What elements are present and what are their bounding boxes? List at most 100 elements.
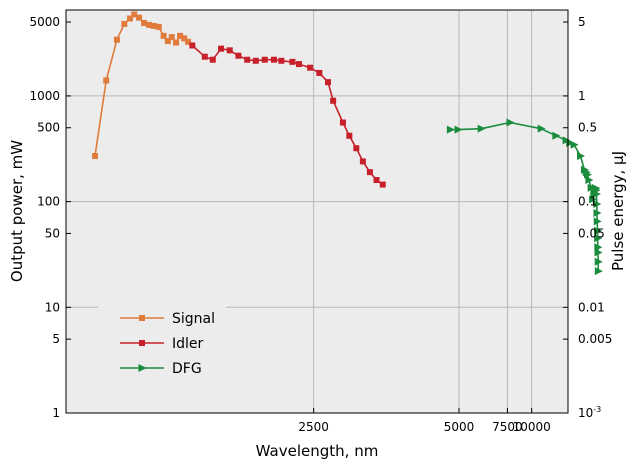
y2-tick-label-exponent: -3 bbox=[593, 405, 601, 414]
y-tick-labels: 1 5 10 50 100 500 1000 5000 bbox=[29, 15, 60, 420]
idler-point bbox=[339, 119, 346, 126]
signal-point bbox=[155, 23, 162, 30]
signal-point bbox=[160, 32, 167, 39]
y2-tick-label: 0.01 bbox=[578, 300, 605, 314]
signal-point bbox=[173, 39, 180, 46]
idler-point bbox=[325, 79, 332, 86]
y2-tick-label-text: 1 bbox=[578, 89, 586, 103]
legend-idler-marker bbox=[139, 340, 145, 346]
idler-point bbox=[307, 64, 314, 71]
signal-point bbox=[168, 34, 175, 41]
idler-point bbox=[295, 61, 302, 68]
idler-point bbox=[278, 57, 285, 64]
idler-point bbox=[189, 42, 196, 49]
legend-signal-marker bbox=[139, 315, 145, 321]
idler-point bbox=[270, 56, 277, 63]
signal-point bbox=[113, 36, 120, 43]
dfg-point bbox=[477, 124, 486, 133]
y2-tick-labels: 10-3 0.005 0.01 0.05 0.1 0.5 1 5 bbox=[578, 15, 612, 420]
idler-point bbox=[252, 57, 259, 64]
y-tick-label: 1000 bbox=[29, 89, 60, 103]
signal-point bbox=[126, 15, 133, 22]
x-tick-label: 10000 bbox=[513, 420, 551, 434]
y2-tick-label-text: 0.1 bbox=[578, 195, 597, 209]
dfg-point bbox=[506, 118, 515, 127]
dfg-point bbox=[594, 243, 603, 252]
y2-tick-label-text: 10 bbox=[578, 406, 593, 420]
y2-tick-label: 5 bbox=[578, 15, 586, 29]
idler-point bbox=[316, 69, 323, 76]
dfg-point bbox=[446, 125, 455, 134]
signal-point bbox=[181, 35, 188, 42]
signal-point bbox=[131, 11, 138, 18]
x-axis-title: Wavelength, nm bbox=[256, 442, 379, 460]
idler-point bbox=[346, 132, 353, 139]
x-tick-label: 5000 bbox=[444, 420, 475, 434]
idler-point bbox=[289, 58, 296, 65]
y-tick-label: 5000 bbox=[29, 15, 60, 29]
y2-tick-label: 1 bbox=[578, 89, 586, 103]
signal-point bbox=[164, 38, 171, 45]
dfg-point bbox=[594, 248, 603, 257]
dfg-point bbox=[593, 217, 602, 226]
series-layer bbox=[92, 11, 603, 276]
y-tick-label: 500 bbox=[37, 121, 60, 135]
legend: Signal Idler DFG bbox=[98, 300, 226, 382]
idler-point bbox=[379, 181, 386, 188]
y-tick-label: 1 bbox=[52, 406, 60, 420]
dfg-point bbox=[577, 152, 586, 161]
dfg-point bbox=[585, 176, 594, 185]
y-tick-label: 10 bbox=[45, 300, 60, 314]
dfg-point bbox=[592, 190, 601, 199]
idler-point bbox=[209, 56, 216, 63]
series-dfg bbox=[446, 118, 603, 276]
legend-dfg-marker bbox=[138, 364, 147, 372]
idler-point bbox=[226, 47, 233, 54]
y2-tick-label: 0.5 bbox=[578, 121, 597, 135]
idler-point bbox=[366, 169, 373, 176]
y2-tick-label: 0.005 bbox=[578, 332, 612, 346]
series-signal bbox=[92, 11, 192, 160]
series-idler bbox=[189, 42, 386, 188]
dfg-point bbox=[593, 199, 602, 208]
y2-tick-label: 10-3 bbox=[578, 405, 601, 420]
dfg-point bbox=[594, 234, 603, 243]
x-tick-label: 2500 bbox=[298, 420, 329, 434]
idler-point bbox=[373, 177, 380, 184]
y-tick-label: 50 bbox=[45, 226, 60, 240]
idler-point bbox=[353, 145, 360, 152]
idler-point bbox=[201, 53, 208, 60]
grid-lines bbox=[66, 10, 568, 413]
y2-tick-label: 0.05 bbox=[578, 226, 605, 240]
y-tick-label: 5 bbox=[52, 332, 60, 346]
y-tick-label: 100 bbox=[37, 195, 60, 209]
dfg-point bbox=[594, 267, 603, 276]
signal-point bbox=[136, 14, 143, 21]
idler-point bbox=[359, 158, 366, 165]
signal-point bbox=[177, 32, 184, 39]
signal-point bbox=[92, 153, 99, 160]
tick-marks bbox=[66, 21, 568, 414]
idler-point bbox=[261, 56, 268, 63]
signal-point bbox=[150, 22, 157, 29]
y2-tick-label-text: 0.01 bbox=[578, 300, 605, 314]
signal-point bbox=[121, 20, 128, 27]
idler-point bbox=[218, 45, 225, 52]
signal-point bbox=[145, 21, 152, 28]
y2-tick-label-text: 0.005 bbox=[578, 332, 612, 346]
dfg-point bbox=[594, 257, 603, 266]
signal-point bbox=[185, 38, 192, 45]
legend-signal-label: Signal bbox=[172, 311, 215, 327]
dfg-point bbox=[454, 125, 463, 134]
y2-tick-label: 0.1 bbox=[578, 195, 597, 209]
plot-frame bbox=[65, 9, 569, 414]
y2-tick-label-text: 5 bbox=[578, 15, 586, 29]
dfg-point bbox=[593, 209, 602, 218]
idler-point bbox=[330, 97, 337, 104]
signal-point bbox=[103, 77, 110, 84]
idler-point bbox=[235, 52, 242, 59]
y-axis-title: Output power, mW bbox=[8, 140, 26, 282]
